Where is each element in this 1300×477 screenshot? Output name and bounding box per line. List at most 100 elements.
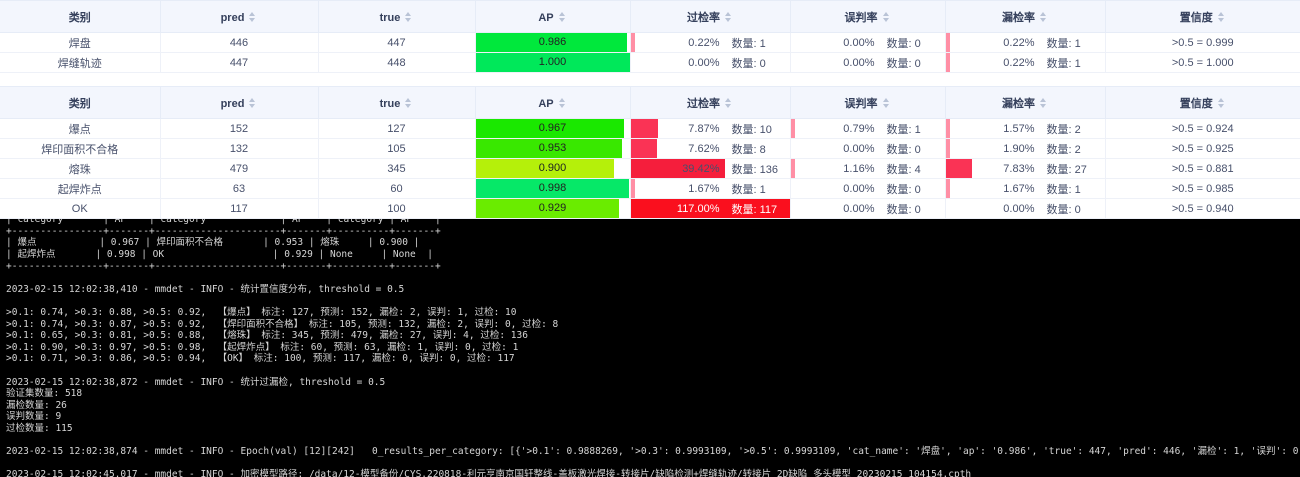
detection-summary-table-1: 类别 pred true AP 过检率 误判率 漏检率 置信度 焊盘 446 447 0.986 0.…	[0, 0, 1300, 73]
table-row[interactable]: 起焊炸点 63 60 0.998 1.67% 数量: 1 0.00% 数量: 0 1.67% 数量…	[0, 178, 1300, 199]
cell-true: 448	[318, 52, 476, 73]
sort-icon[interactable]	[558, 97, 567, 109]
column-header-true[interactable]: true	[318, 0, 476, 33]
column-header-leak[interactable]: 漏检率	[945, 86, 1106, 119]
log-blank-line	[6, 272, 1294, 284]
sort-icon[interactable]	[404, 11, 413, 23]
cell-ap: 0.967	[475, 118, 631, 139]
cell-ap: 0.986	[475, 32, 631, 53]
rate-content: 0.00% 数量: 0	[791, 53, 945, 72]
column-header-pred[interactable]: pred	[160, 86, 319, 119]
sort-icon[interactable]	[1217, 97, 1226, 109]
sort-icon[interactable]	[724, 11, 733, 23]
rate-count: 数量: 27	[1046, 163, 1087, 176]
rate-count: 数量: 1	[1046, 37, 1081, 50]
rate-count: 数量: 10	[731, 123, 772, 136]
cell-pred: 446	[160, 32, 319, 53]
column-header-ap[interactable]: AP	[475, 0, 631, 33]
rate-content: 1.90% 数量: 2	[946, 139, 1105, 158]
sort-icon[interactable]	[882, 97, 891, 109]
log-line: >0.1: 0.65, >0.3: 0.81, >0.5: 0.88, 【熔珠】…	[6, 330, 528, 342]
rate-percent: 0.00%	[688, 56, 720, 69]
log-blank-line	[6, 365, 1294, 377]
column-header-over[interactable]: 过检率	[630, 0, 791, 33]
table-row[interactable]: 焊盘 446 447 0.986 0.22% 数量: 1 0.00% 数量: 0 0.22% 数量…	[0, 32, 1300, 53]
column-header-label: 误判率	[844, 97, 878, 110]
cell-category: 焊盘	[0, 32, 161, 53]
log-blank-line	[6, 458, 1294, 470]
log-line: 2023-02-15 12:02:38,410 - mmdet - INFO -…	[6, 283, 405, 295]
table-row[interactable]: 焊缝轨迹 447 448 1.000 0.00% 数量: 0 0.00% 数量: 0 0.22%…	[0, 52, 1300, 73]
cell-mis-rate: 0.00% 数量: 0	[790, 178, 946, 199]
sort-icon[interactable]	[248, 97, 257, 109]
column-header-label: 置信度	[1179, 11, 1213, 24]
column-header-pred[interactable]: pred	[160, 0, 319, 33]
sort-icon[interactable]	[1217, 11, 1226, 23]
column-header-conf[interactable]: 置信度	[1105, 86, 1300, 119]
rate-content: 39.42% 数量: 136	[631, 159, 790, 178]
sort-icon[interactable]	[558, 11, 567, 23]
rate-content: 0.00% 数量: 0	[946, 199, 1105, 218]
cell-ap: 0.900	[475, 158, 631, 179]
sort-icon[interactable]	[882, 11, 891, 23]
rate-content: 0.79% 数量: 1	[791, 119, 945, 138]
rate-count: 数量: 1	[1046, 183, 1081, 196]
column-header-label: 过检率	[687, 11, 720, 24]
sort-icon[interactable]	[1039, 11, 1048, 23]
column-header-over[interactable]: 过检率	[630, 86, 791, 119]
column-header-ap[interactable]: AP	[475, 86, 631, 119]
column-header-mis[interactable]: 误判率	[790, 0, 946, 33]
cell-confidence: >0.5 = 1.000	[1105, 52, 1300, 73]
log-line: >0.1: 0.74, >0.3: 0.87, >0.5: 0.92, 【焊印面…	[6, 318, 559, 330]
sort-icon[interactable]	[404, 97, 413, 109]
ap-bar	[475, 199, 619, 218]
rate-count: 数量: 0	[886, 143, 921, 156]
cell-confidence: >0.5 = 0.999	[1105, 32, 1300, 53]
rate-content: 0.00% 数量: 0	[631, 53, 790, 72]
ap-bar	[475, 139, 623, 158]
log-line: +----------------+-------+--------------…	[6, 260, 441, 272]
cell-leak-rate: 0.00% 数量: 0	[945, 198, 1106, 219]
sort-icon[interactable]	[724, 97, 733, 109]
cell-over-rate: 0.22% 数量: 1	[630, 32, 791, 53]
rate-percent: 1.16%	[843, 162, 875, 175]
rate-content: 7.87% 数量: 10	[631, 119, 790, 138]
column-header-conf[interactable]: 置信度	[1105, 0, 1300, 33]
rate-content: 1.57% 数量: 2	[946, 119, 1105, 138]
cell-over-rate: 39.42% 数量: 136	[630, 158, 791, 179]
column-header-label: AP	[538, 98, 554, 110]
terminal-log-panel[interactable]: 2023-02-15 12:02:38,374 - mmdet - INFO -…	[0, 183, 1300, 477]
rate-bar	[630, 199, 790, 218]
rate-bar	[630, 159, 725, 178]
cell-pred: 63	[160, 178, 319, 199]
ap-value: 1.000	[538, 56, 567, 68]
cell-confidence: >0.5 = 0.924	[1105, 118, 1300, 139]
rate-percent: 0.00%	[843, 142, 875, 155]
rate-content: 117.00% 数量: 117	[631, 199, 790, 218]
table-row[interactable]: 熔珠 479 345 0.900 39.42% 数量: 136 1.16% 数量: 4 7.83…	[0, 158, 1300, 179]
column-header-label: 漏检率	[1002, 11, 1035, 24]
cell-over-rate: 0.00% 数量: 0	[630, 52, 791, 73]
rate-content: 1.16% 数量: 4	[791, 159, 945, 178]
log-line: 2023-02-15 12:02:45,017 - mmdet - INFO -…	[6, 469, 972, 477]
table-row[interactable]: OK 117 100 0.929 117.00% 数量: 117 0.00% 数量: 0 0.0…	[0, 198, 1300, 219]
column-header-leak[interactable]: 漏检率	[945, 0, 1106, 33]
table-row[interactable]: 焊印面积不合格 132 105 0.953 7.62% 数量: 8 0.00% 数量: 0 1.…	[0, 138, 1300, 159]
ap-bar	[475, 179, 630, 198]
log-line: >0.1: 0.71, >0.3: 0.86, >0.5: 0.94, 【OK】…	[6, 353, 515, 365]
column-header-true[interactable]: true	[318, 86, 476, 119]
sort-icon[interactable]	[248, 11, 257, 23]
rate-percent: 7.83%	[1003, 162, 1035, 175]
log-line: +----------------+-------+--------------…	[6, 225, 441, 237]
rate-bar	[945, 179, 951, 198]
rate-count: 数量: 0	[886, 183, 921, 196]
column-header-mis[interactable]: 误判率	[790, 86, 946, 119]
column-header-category: 类别	[0, 86, 161, 119]
cell-over-rate: 7.87% 数量: 10	[630, 118, 791, 139]
rate-percent: 7.62%	[688, 142, 720, 155]
column-header-label: 类别	[68, 11, 91, 24]
rate-count: 数量: 2	[1046, 123, 1081, 136]
ap-bar	[475, 53, 630, 72]
sort-icon[interactable]	[1039, 97, 1048, 109]
table-row[interactable]: 爆点 152 127 0.967 7.87% 数量: 10 0.79% 数量: 1 1.57% 数…	[0, 118, 1300, 139]
